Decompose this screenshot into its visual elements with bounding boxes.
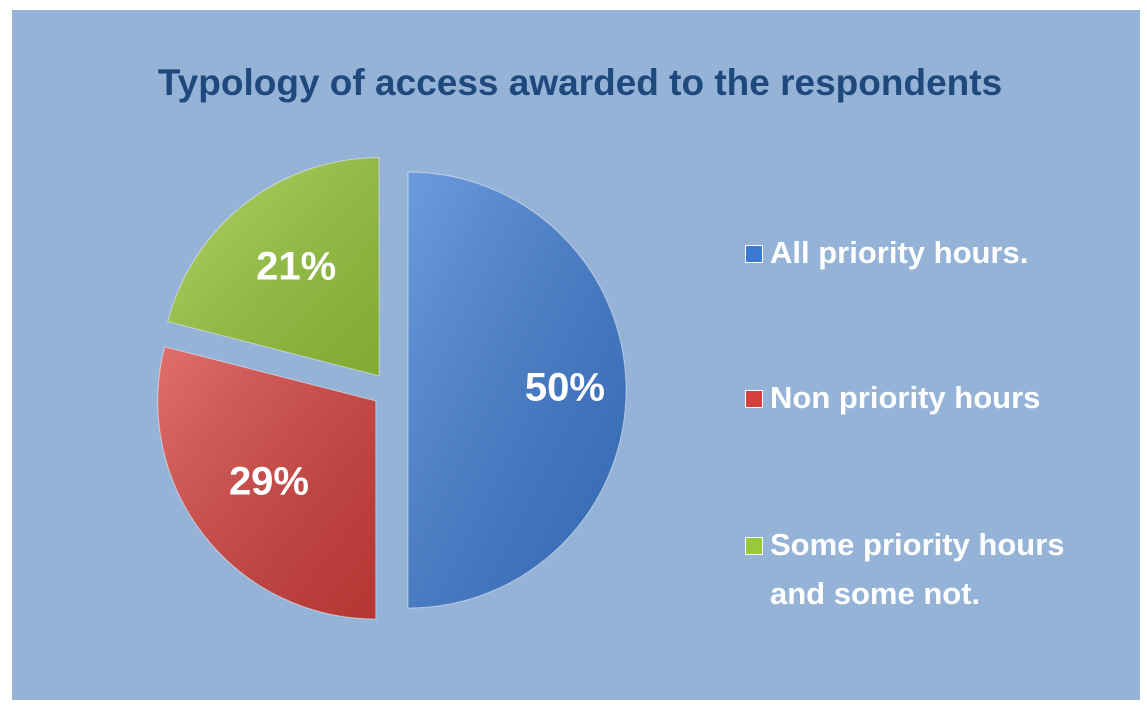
- slice-shade: [408, 172, 626, 608]
- chart-title: Typology of access awarded to the respon…: [158, 62, 1002, 103]
- legend-swatch: [745, 245, 763, 263]
- slice-shade: [157, 346, 376, 620]
- data-label: 21%: [256, 245, 336, 289]
- legend-label: Non priority hours: [770, 380, 1041, 415]
- data-label: 50%: [525, 366, 605, 410]
- data-label: 29%: [229, 459, 309, 503]
- legend-swatch: [745, 390, 763, 408]
- legend-label: All priority hours.: [770, 235, 1029, 270]
- legend-swatch: [745, 537, 763, 555]
- slice-shade: [167, 157, 379, 376]
- legend-label: Some priority hours and some not.: [770, 527, 1065, 611]
